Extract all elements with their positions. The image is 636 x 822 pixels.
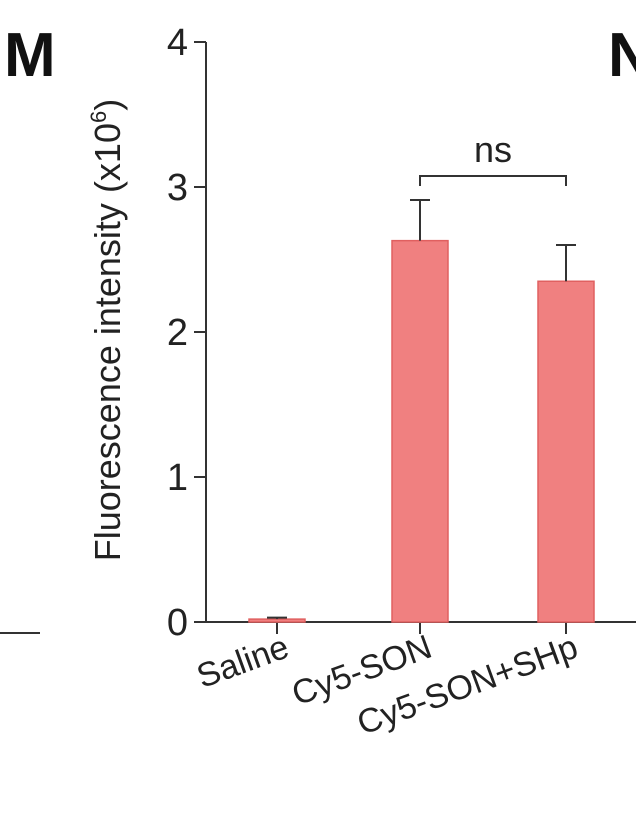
y-axis-label-close: ) — [87, 99, 128, 111]
significance-annotation: ns — [419, 129, 567, 186]
y-tick-label: 2 — [167, 312, 188, 354]
y-axis-label-text: Fluorescence intensity (x10 — [87, 123, 128, 561]
y-axis-label-exponent: 6 — [86, 111, 111, 123]
x-category-label: Saline — [192, 628, 294, 696]
bars — [248, 199, 595, 623]
y-axis-label: Fluorescence intensity (x106) — [86, 99, 128, 561]
panel-label-n: N — [608, 21, 636, 90]
bar-cy5-son-shp — [537, 280, 595, 623]
y-tick-label: 1 — [167, 457, 188, 499]
bar-saline — [248, 618, 306, 623]
significance-bracket — [419, 175, 567, 186]
bar-cy5-son — [391, 239, 449, 623]
y-tick-label: 4 — [167, 22, 188, 64]
y-tick-label: 0 — [167, 602, 188, 644]
svg-text:Fluorescence intensity (x106): Fluorescence intensity (x106) — [86, 99, 128, 561]
significance-label: ns — [474, 129, 512, 170]
panel-label-m: M — [4, 21, 56, 90]
y-tick-label: 3 — [167, 167, 188, 209]
